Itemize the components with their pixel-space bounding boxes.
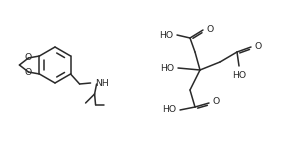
Text: O: O <box>25 68 32 77</box>
Text: O: O <box>213 97 220 106</box>
Text: HO: HO <box>162 106 176 114</box>
Text: O: O <box>207 24 214 34</box>
Text: HO: HO <box>159 30 173 39</box>
Text: NH: NH <box>96 78 109 88</box>
Text: HO: HO <box>160 63 174 73</box>
Text: O: O <box>255 41 262 50</box>
Text: O: O <box>25 53 32 62</box>
Text: HO: HO <box>232 71 246 80</box>
